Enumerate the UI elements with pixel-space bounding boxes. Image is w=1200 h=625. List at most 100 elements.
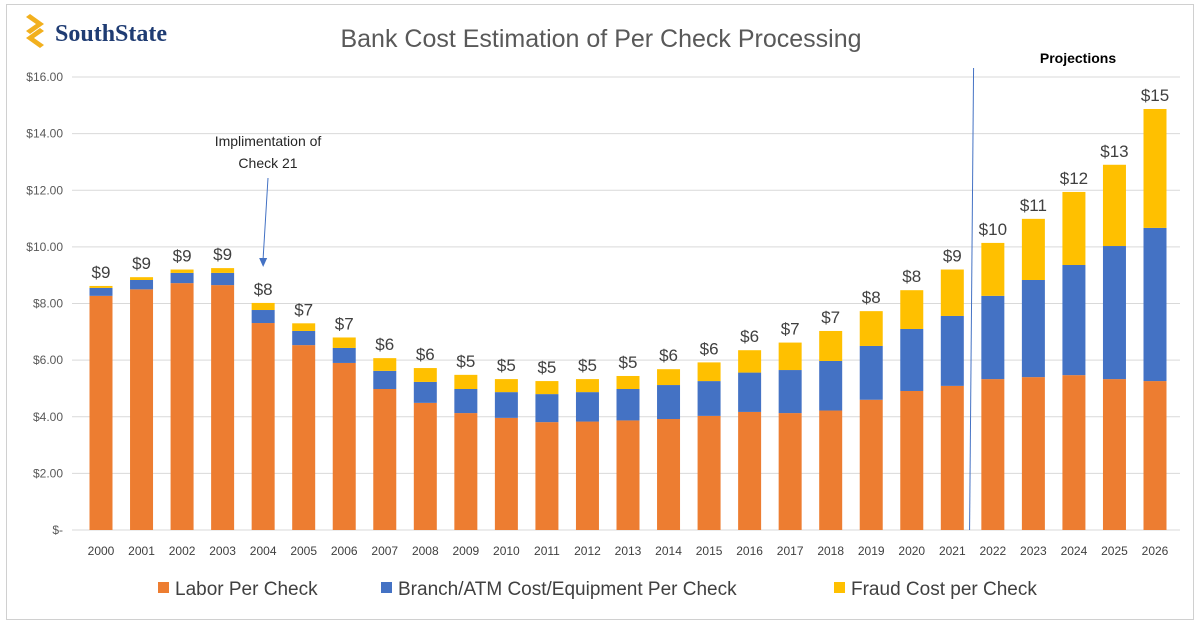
x-tick-label: 2014 — [655, 544, 682, 558]
check21-arrow-line — [262, 177, 269, 259]
total-data-label: $13 — [1100, 142, 1128, 161]
total-data-label: $11 — [1020, 196, 1047, 215]
bar-segment-labor — [373, 389, 397, 530]
bar-segment-branch-atm — [900, 328, 924, 391]
x-tick-label: 2000 — [88, 544, 115, 558]
total-data-label: $5 — [578, 356, 597, 375]
bar-segment-labor — [130, 289, 154, 530]
bar-segment-branch-atm — [1102, 246, 1126, 380]
total-data-label: $7 — [821, 308, 840, 327]
bar-segment-fraud — [575, 379, 599, 393]
total-data-label: $6 — [659, 346, 678, 365]
bar-segment-labor — [657, 419, 681, 530]
bar-segment-fraud — [1143, 108, 1167, 228]
total-data-label: $8 — [862, 288, 881, 307]
bar-segment-branch-atm — [697, 381, 721, 416]
x-tick-label: 2011 — [534, 544, 560, 558]
bar-segment-branch-atm — [575, 392, 599, 422]
legend-swatch — [158, 582, 169, 593]
bar-segment-fraud — [211, 268, 235, 273]
bar-segment-labor — [332, 362, 356, 530]
x-tick-label: 2020 — [898, 544, 925, 558]
arrow-down-icon — [259, 258, 268, 267]
x-tick-label: 2008 — [412, 544, 439, 558]
y-tick-label: $16.00 — [26, 70, 63, 84]
bar-segment-branch-atm — [657, 385, 681, 420]
bar-segment-branch-atm — [373, 370, 397, 390]
bar-segment-branch-atm — [130, 280, 154, 290]
total-data-label: $7 — [294, 300, 313, 319]
total-data-label: $9 — [92, 263, 111, 282]
bar-segment-labor — [1102, 379, 1126, 530]
total-data-label: $5 — [497, 356, 516, 375]
total-data-label: $8 — [902, 267, 921, 286]
bar-segment-labor — [1062, 375, 1086, 530]
x-tick-label: 2012 — [574, 544, 601, 558]
logo-text: SouthState — [55, 21, 167, 47]
logo-mark-icon — [26, 14, 44, 48]
bar-segment-fraud — [1021, 218, 1045, 281]
bar-segment-labor — [211, 285, 235, 530]
bar-segment-labor — [454, 413, 478, 530]
y-tick-label: $12.00 — [26, 183, 63, 197]
x-tick-label: 2023 — [1020, 544, 1047, 558]
x-tick-label: 2009 — [452, 544, 479, 558]
bar-segment-fraud — [454, 374, 478, 390]
bar-segment-fraud — [1062, 191, 1086, 265]
bar-segment-fraud — [859, 311, 883, 346]
bar-segment-labor — [778, 413, 802, 530]
bar-segment-labor — [1021, 377, 1045, 530]
y-tick-label: $6.00 — [33, 353, 63, 367]
total-data-label: $5 — [456, 352, 475, 371]
bar-segment-labor — [170, 283, 194, 530]
check21-annotation-line2: Check 21 — [238, 155, 297, 171]
bar-segment-fraud — [170, 269, 194, 273]
bar-segment-branch-atm — [940, 315, 964, 386]
bar-segment-labor — [900, 390, 924, 530]
bar-segment-labor — [819, 410, 843, 530]
bar-segment-labor — [494, 417, 518, 530]
bar-segment-branch-atm — [1062, 264, 1086, 376]
x-tick-label: 2018 — [817, 544, 844, 558]
y-tick-label: $2.00 — [33, 466, 63, 480]
bar-segment-labor — [575, 421, 599, 530]
bar-segment-branch-atm — [738, 372, 762, 412]
bar-segment-labor — [738, 411, 762, 530]
bar-segment-branch-atm — [778, 370, 802, 414]
legend-swatch — [381, 582, 392, 593]
total-data-label: $7 — [335, 314, 354, 333]
bar-segment-fraud — [657, 369, 681, 386]
y-tick-label: $8.00 — [33, 297, 63, 311]
x-tick-label: 2010 — [493, 544, 520, 558]
bar-segment-branch-atm — [859, 345, 883, 400]
bar-segment-fraud — [778, 342, 802, 371]
bar-segment-branch-atm — [413, 381, 437, 403]
bar-segment-branch-atm — [981, 295, 1005, 380]
x-tick-label: 2017 — [777, 544, 804, 558]
bar-segment-labor — [1143, 381, 1167, 530]
bar-segment-labor — [89, 295, 113, 530]
bar-segment-labor — [292, 345, 316, 530]
projections-label: Projections — [1040, 50, 1116, 66]
bar-segment-branch-atm — [819, 360, 843, 411]
total-data-label: $6 — [375, 335, 394, 354]
total-data-label: $6 — [416, 345, 435, 364]
bar-segment-fraud — [332, 337, 356, 348]
projections-divider-line — [969, 67, 975, 531]
total-data-label: $10 — [979, 220, 1007, 239]
total-data-label: $9 — [173, 247, 192, 266]
bar-segment-fraud — [738, 350, 762, 373]
legend-label: Branch/ATM Cost/Equipment Per Check — [398, 579, 737, 600]
x-tick-label: 2003 — [209, 544, 236, 558]
bar-segment-branch-atm — [494, 392, 518, 418]
bar-segment-labor — [859, 399, 883, 530]
x-tick-label: 2016 — [736, 544, 763, 558]
x-tick-label: 2005 — [290, 544, 317, 558]
bar-segment-fraud — [413, 368, 437, 382]
total-data-label: $7 — [781, 320, 800, 339]
bar-segment-labor — [616, 420, 640, 530]
bar-segment-branch-atm — [211, 272, 235, 286]
bar-segment-fraud — [292, 323, 316, 331]
x-tick-label: 2022 — [979, 544, 1006, 558]
y-tick-label: $14.00 — [26, 127, 63, 141]
